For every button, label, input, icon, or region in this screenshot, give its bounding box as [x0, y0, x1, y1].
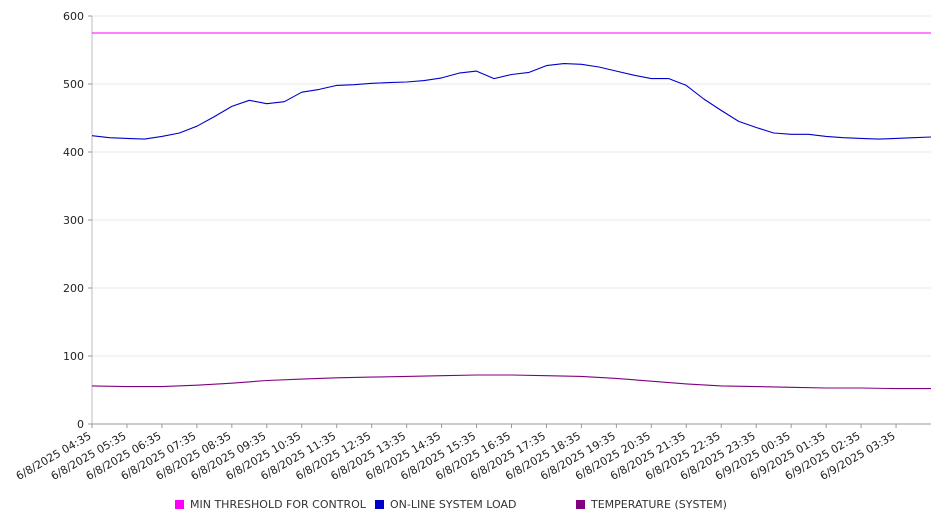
y-tick-label: 100 [63, 350, 84, 363]
legend-swatch-system-load [375, 500, 384, 509]
legend-label-temperature: TEMPERATURE (SYSTEM) [591, 498, 727, 511]
y-tick-label: 600 [63, 10, 84, 23]
y-tick-label: 0 [77, 418, 84, 431]
legend-label-min-threshold: MIN THRESHOLD FOR CONTROL [190, 498, 366, 511]
y-tick-label: 300 [63, 214, 84, 227]
legend-item-min-threshold: MIN THRESHOLD FOR CONTROL [175, 498, 366, 511]
series-lines [91, 32, 932, 390]
legend-label-system-load: ON-LINE SYSTEM LOAD [390, 498, 517, 511]
legend-item-temperature: TEMPERATURE (SYSTEM) [576, 498, 727, 511]
y-tick-label: 500 [63, 78, 84, 91]
x-axis-ticks: 6/8/2025 04:356/8/2025 05:356/8/2025 06:… [14, 424, 898, 483]
y-tick-label: 200 [63, 282, 84, 295]
y-tick-label: 400 [63, 146, 84, 159]
system-load-line [91, 63, 932, 140]
legend-swatch-temperature [576, 500, 585, 509]
legend: MIN THRESHOLD FOR CONTROL ON-LINE SYSTEM… [0, 498, 946, 514]
temperature-line [91, 374, 931, 390]
y-axis-ticks: 0 100 200 300 400 500 600 [63, 10, 92, 431]
legend-item-system-load: ON-LINE SYSTEM LOAD [375, 498, 516, 511]
legend-swatch-min-threshold [175, 500, 184, 509]
gridlines [92, 15, 931, 357]
